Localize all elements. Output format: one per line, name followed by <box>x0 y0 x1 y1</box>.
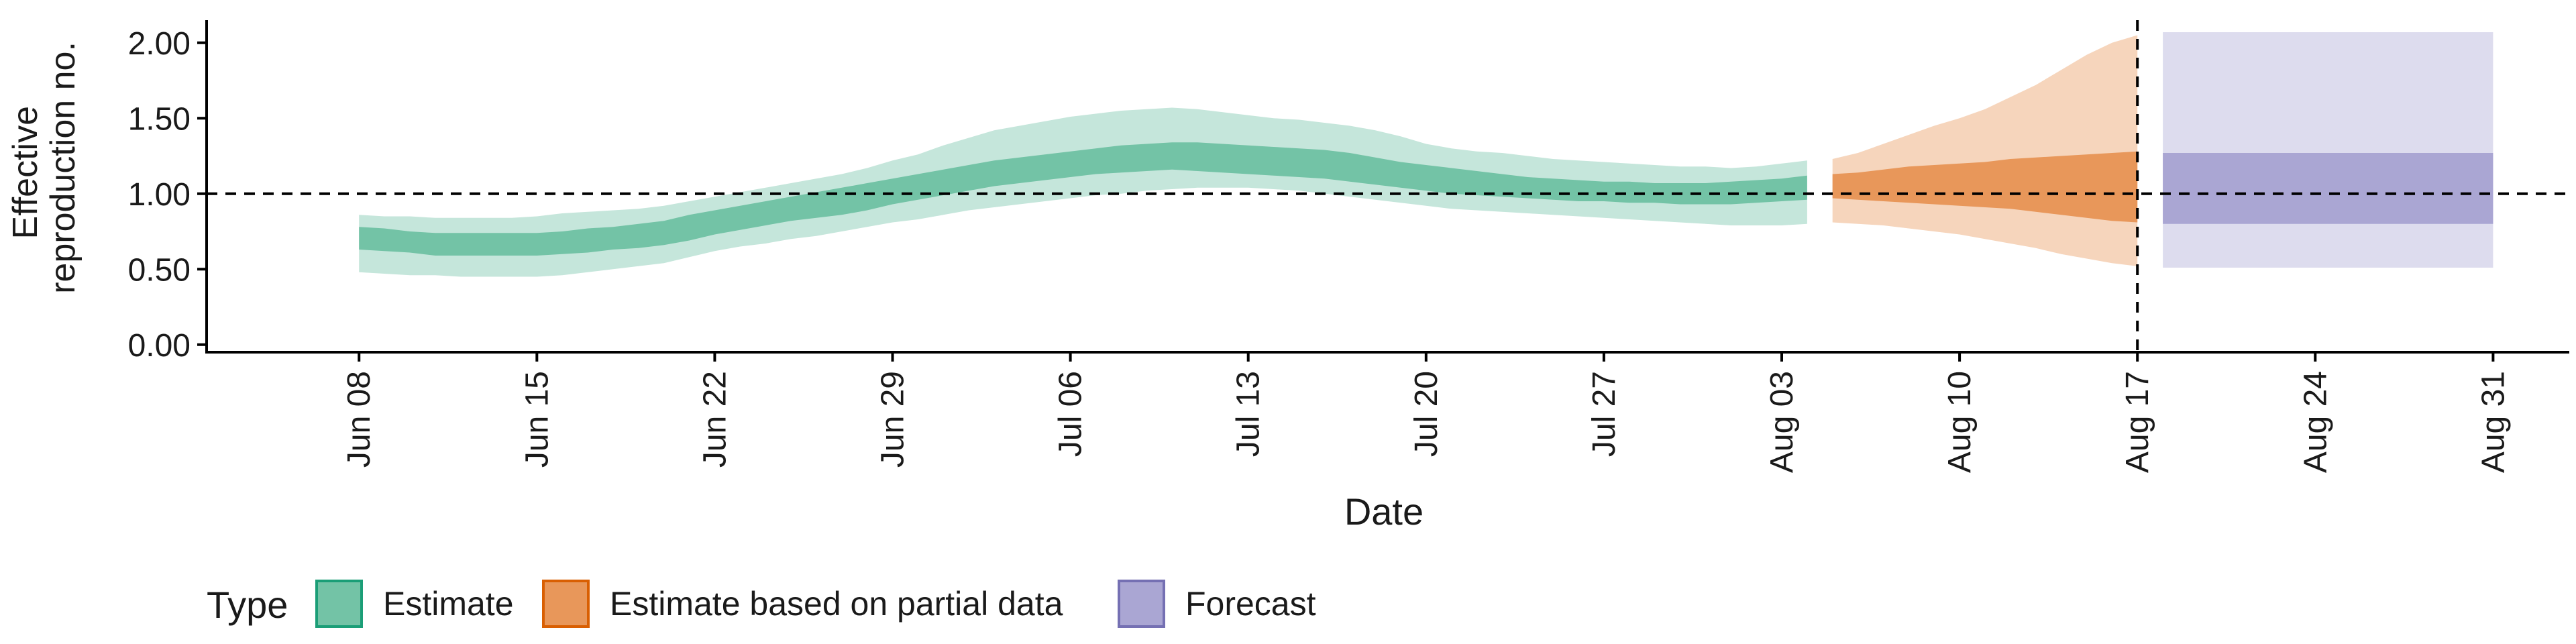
y-axis-label: Effective reproduction no. <box>6 42 83 294</box>
x-tick-label: Jun 08 <box>341 371 377 468</box>
x-ticks: Jun 08 Jun 15 Jun 22 Jun 29 Jul 06 Jul 13 Jul … <box>341 352 2511 473</box>
legend: Type Estimate Estimate based on partial … <box>207 580 1316 628</box>
y-tick-label: 1.00 <box>128 177 191 213</box>
x-tick-label: Jul 27 <box>1587 371 1622 457</box>
x-tick-label: Aug 10 <box>1942 371 1978 473</box>
ribbon-90-estimate-based-on-partial-data <box>1832 35 2138 266</box>
y-ticks: 0.00 0.50 1.00 1.50 2.00 <box>128 26 207 364</box>
legend-title: Type <box>207 584 288 626</box>
series-forecast <box>2163 32 2493 268</box>
x-tick-label: Aug 17 <box>2120 371 2155 473</box>
y-tick-label: 1.50 <box>128 101 191 137</box>
legend-label-forecast: Forecast <box>1185 585 1316 623</box>
x-tick-label: Aug 03 <box>1764 371 1800 473</box>
x-tick-label: Jun 22 <box>697 371 733 468</box>
ribbon-50-estimate <box>359 142 1807 256</box>
y-axis-label-line-2: reproduction no. <box>44 42 83 294</box>
legend-label-estimate: Estimate <box>383 585 514 623</box>
y-tick-label: 2.00 <box>128 26 191 62</box>
y-axis-label-line-1: Effective <box>6 106 45 239</box>
x-tick-label: Jul 06 <box>1053 371 1089 457</box>
y-tick-label: 0.50 <box>128 252 191 288</box>
series-estimate <box>359 107 1807 277</box>
ribbon-50-forecast <box>2163 153 2493 224</box>
x-axis-label: Date <box>1344 490 1424 533</box>
series-estimate-based-on-partial-data <box>1832 35 2138 266</box>
ribbons <box>359 32 2493 277</box>
legend-key-forecast <box>1118 580 1165 628</box>
y-tick-label: 0.00 <box>128 328 191 364</box>
x-tick-label: Jul 13 <box>1231 371 1267 457</box>
x-tick-label: Jun 29 <box>875 371 911 468</box>
ribbon-90-estimate <box>359 107 1807 277</box>
legend-key-partial <box>542 580 590 628</box>
x-tick-label: Jul 20 <box>1409 371 1444 457</box>
ribbon-90-forecast <box>2163 32 2493 268</box>
axes: 0.000.501.001.502.00 Jun 08 Jun 15 Jun 22 J… <box>128 20 2569 473</box>
ribbon-50-estimate-based-on-partial-data <box>1832 151 2138 223</box>
x-tick-label: Aug 31 <box>2475 371 2511 473</box>
legend-label-partial: Estimate based on partial data <box>610 585 1063 623</box>
x-tick-label: Jun 15 <box>519 371 555 468</box>
legend-key-estimate <box>315 580 363 628</box>
x-tick-label: Aug 24 <box>2298 371 2333 473</box>
